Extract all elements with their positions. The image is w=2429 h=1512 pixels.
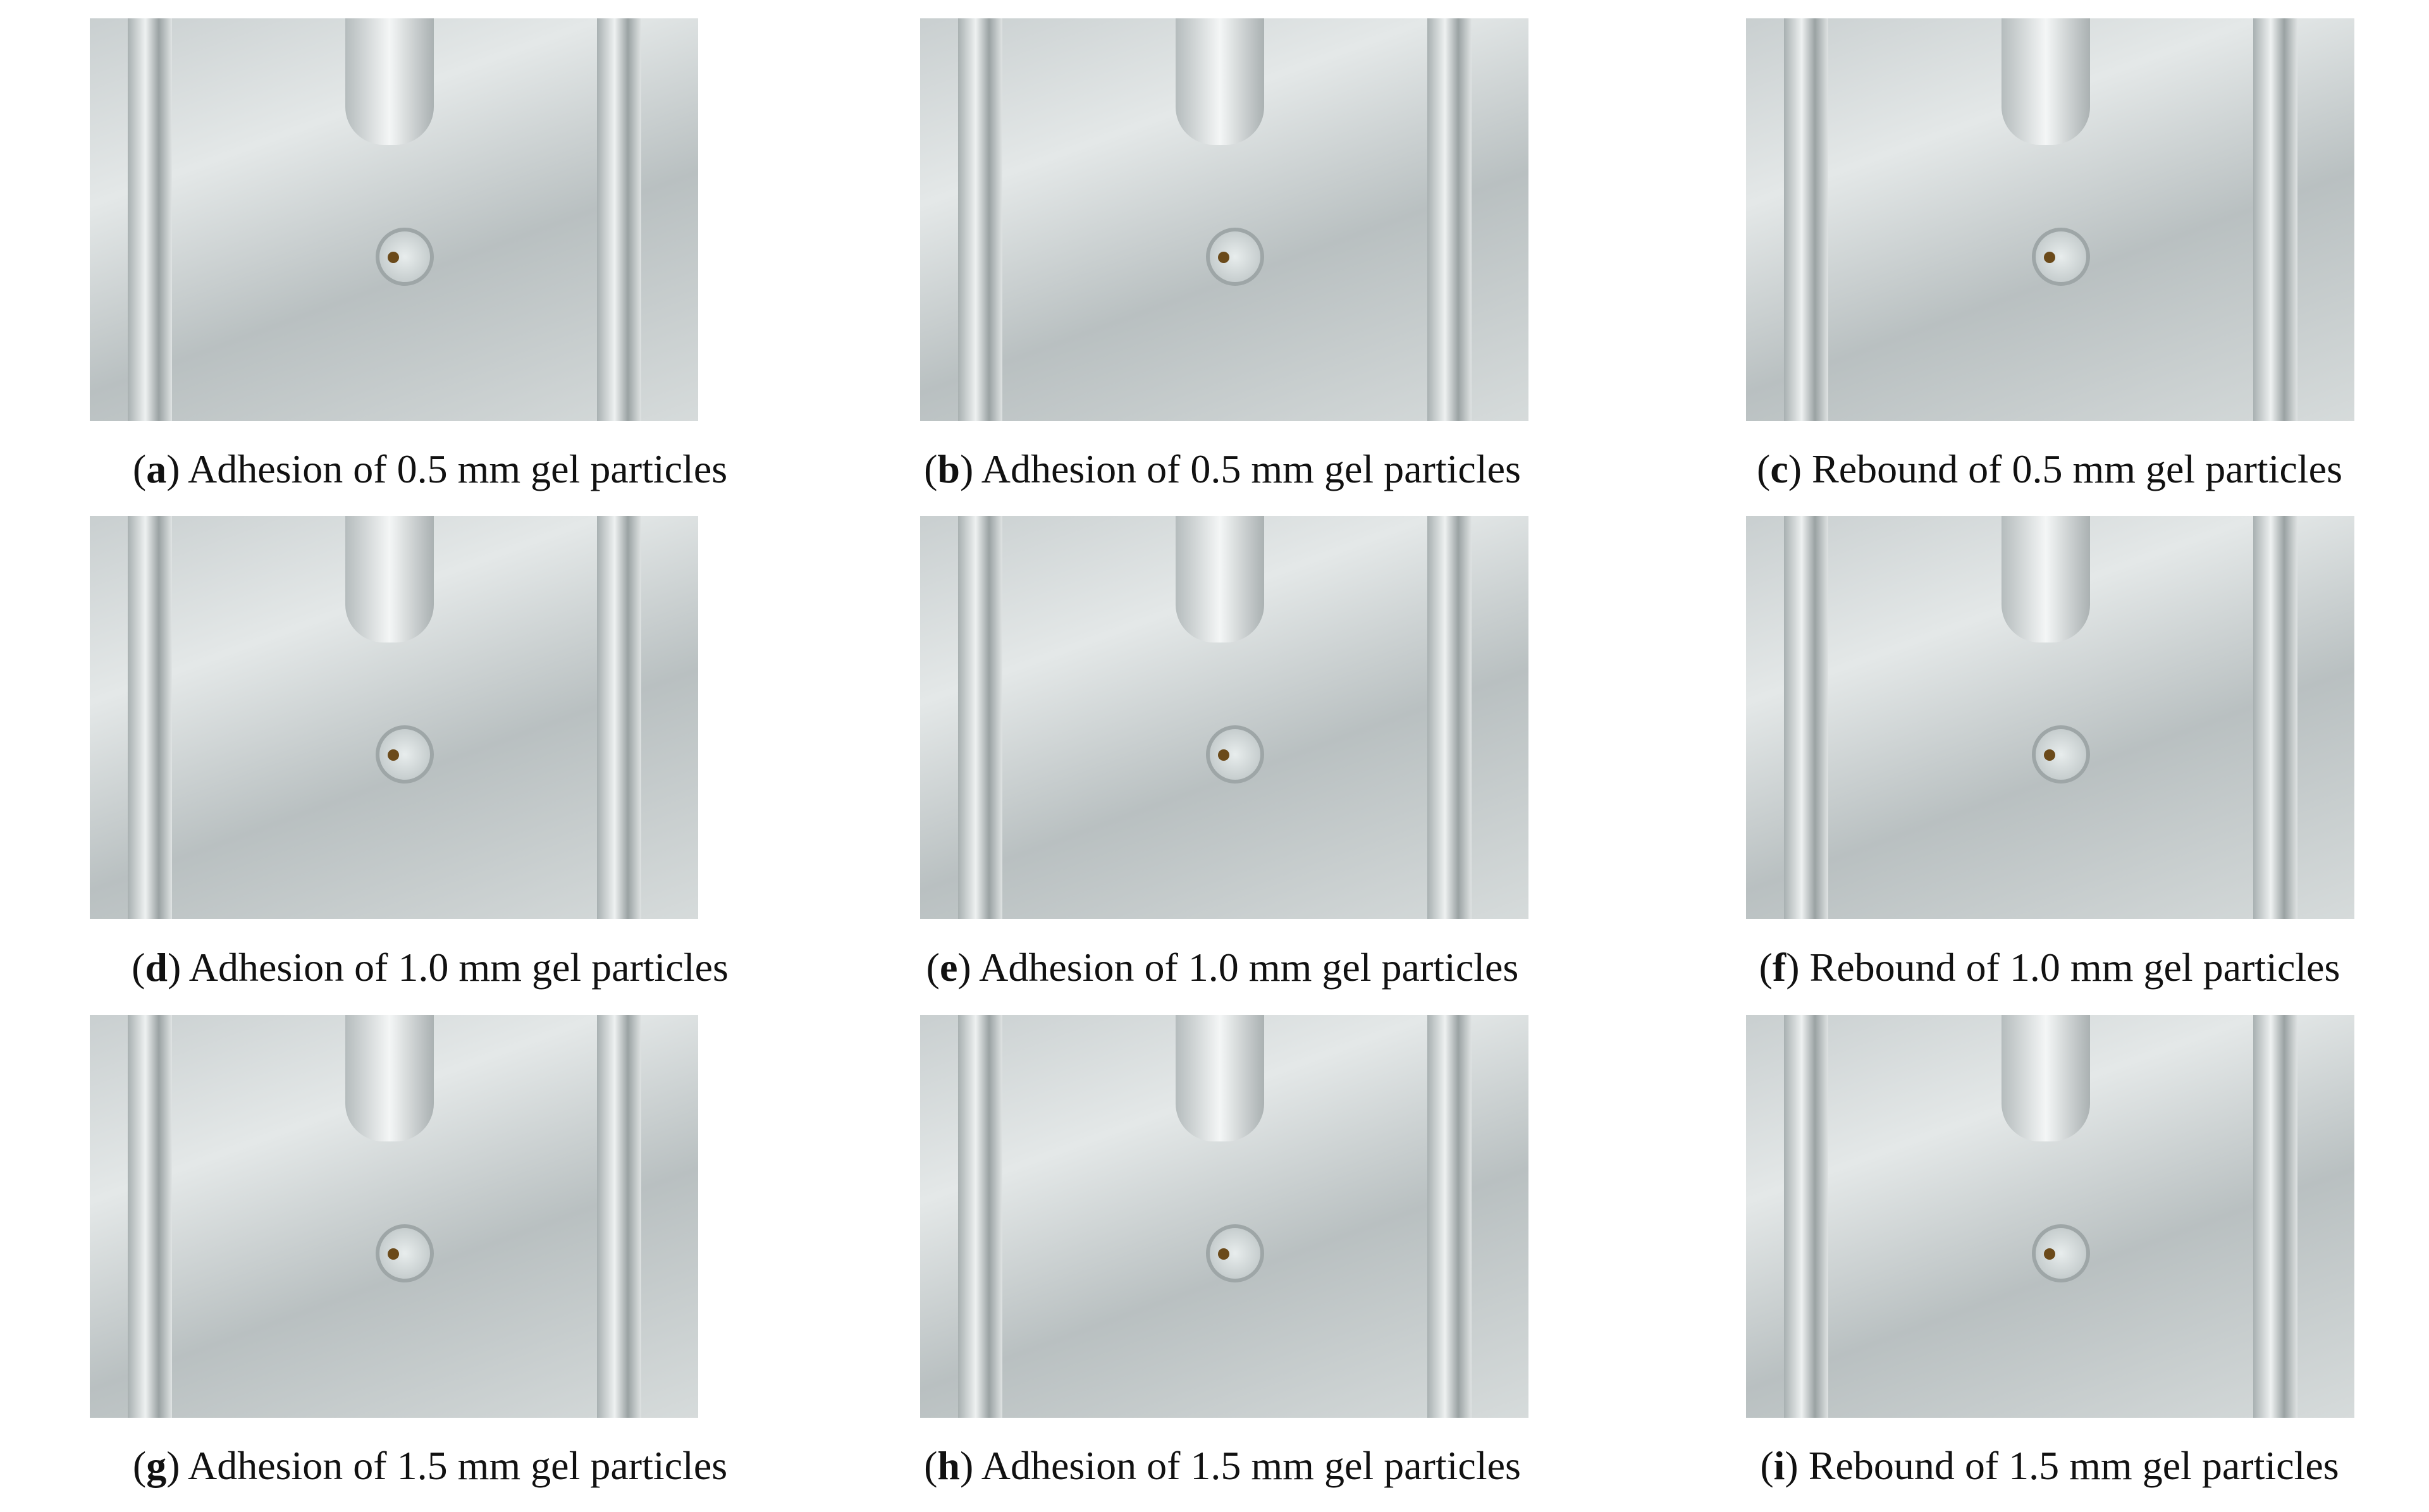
caption: h Adhesion of 1.5 mm gel particles [818, 1443, 1627, 1488]
caption-text: Adhesion of 1.5 mm gel particles [187, 1443, 728, 1488]
rail-l [958, 18, 1002, 421]
dot [388, 252, 400, 264]
photo [90, 18, 698, 421]
well [376, 725, 434, 784]
caption-text: Rebound of 1.0 mm gel particles [1809, 945, 2340, 990]
rail-l [958, 516, 1002, 919]
caption: e Adhesion of 1.0 mm gel particles [818, 945, 1627, 990]
panel-label: g [133, 1443, 180, 1488]
rail-r [597, 1015, 641, 1418]
dot [2044, 749, 2056, 761]
caption-text: Rebound of 1.5 mm gel particles [1808, 1443, 2339, 1488]
rail-r [2253, 18, 2297, 421]
rail-r [597, 516, 641, 919]
rail-l [958, 1015, 1002, 1418]
panel-label: a [133, 446, 180, 491]
rail-r [1427, 516, 1472, 919]
dot [1218, 749, 1230, 761]
panel-label: f [1759, 945, 1800, 990]
photo [1746, 18, 2354, 421]
caption-text: Adhesion of 1.0 mm gel particles [188, 945, 729, 990]
photo [90, 1015, 698, 1418]
photo [920, 1015, 1528, 1418]
caption-text: Adhesion of 1.0 mm gel particles [979, 945, 1519, 990]
caption-text: Adhesion of 0.5 mm gel particles [981, 446, 1521, 491]
dot [388, 749, 400, 761]
dot [2044, 252, 2056, 264]
rail-l [128, 18, 172, 421]
caption: f Rebound of 1.0 mm gel particles [1645, 945, 2429, 990]
caption-text: Adhesion of 0.5 mm gel particles [187, 446, 728, 491]
rail-l [1784, 516, 1828, 919]
caption: i Rebound of 1.5 mm gel particles [1645, 1443, 2429, 1488]
rail-l [1784, 18, 1828, 421]
panel-label: d [132, 945, 181, 990]
dot [1218, 1248, 1230, 1260]
dot [388, 1248, 400, 1260]
dot [1218, 252, 1230, 264]
rail-l [128, 1015, 172, 1418]
rail-r [1427, 18, 1472, 421]
photo [1746, 516, 2354, 919]
well [1206, 725, 1265, 784]
panel-label: e [926, 945, 971, 990]
photo [920, 516, 1528, 919]
nozzle [2002, 516, 2091, 642]
photo [90, 516, 698, 919]
nozzle [345, 516, 434, 642]
caption: c Rebound of 0.5 mm gel particles [1645, 446, 2429, 491]
panel-label: b [924, 446, 973, 491]
photo [1746, 1015, 2354, 1418]
rail-r [2253, 516, 2297, 919]
well [376, 228, 434, 286]
nozzle [2002, 1015, 2091, 1141]
rail-r [1427, 1015, 1472, 1418]
caption-text: Rebound of 0.5 mm gel particles [1812, 446, 2342, 491]
rail-r [2253, 1015, 2297, 1418]
well [1206, 228, 1265, 286]
nozzle [1176, 1015, 1265, 1141]
well [376, 1224, 434, 1283]
caption: a Adhesion of 0.5 mm gel particles [25, 446, 835, 491]
rail-l [1784, 1015, 1828, 1418]
caption: d Adhesion of 1.0 mm gel particles [25, 945, 835, 990]
well [1206, 1224, 1265, 1283]
caption: g Adhesion of 1.5 mm gel particles [25, 1443, 835, 1488]
nozzle [345, 18, 434, 145]
nozzle [1176, 516, 1265, 642]
caption: b Adhesion of 0.5 mm gel particles [818, 446, 1627, 491]
well [2032, 725, 2091, 784]
well [2032, 228, 2091, 286]
rail-l [128, 516, 172, 919]
well [2032, 1224, 2091, 1283]
photo [920, 18, 1528, 421]
panel-label: h [924, 1443, 973, 1488]
caption-text: Adhesion of 1.5 mm gel particles [981, 1443, 1521, 1488]
nozzle [2002, 18, 2091, 145]
panel-label: i [1760, 1443, 1798, 1488]
dot [2044, 1248, 2056, 1260]
rail-r [597, 18, 641, 421]
nozzle [345, 1015, 434, 1141]
panel-label: c [1757, 446, 1802, 491]
nozzle [1176, 18, 1265, 145]
